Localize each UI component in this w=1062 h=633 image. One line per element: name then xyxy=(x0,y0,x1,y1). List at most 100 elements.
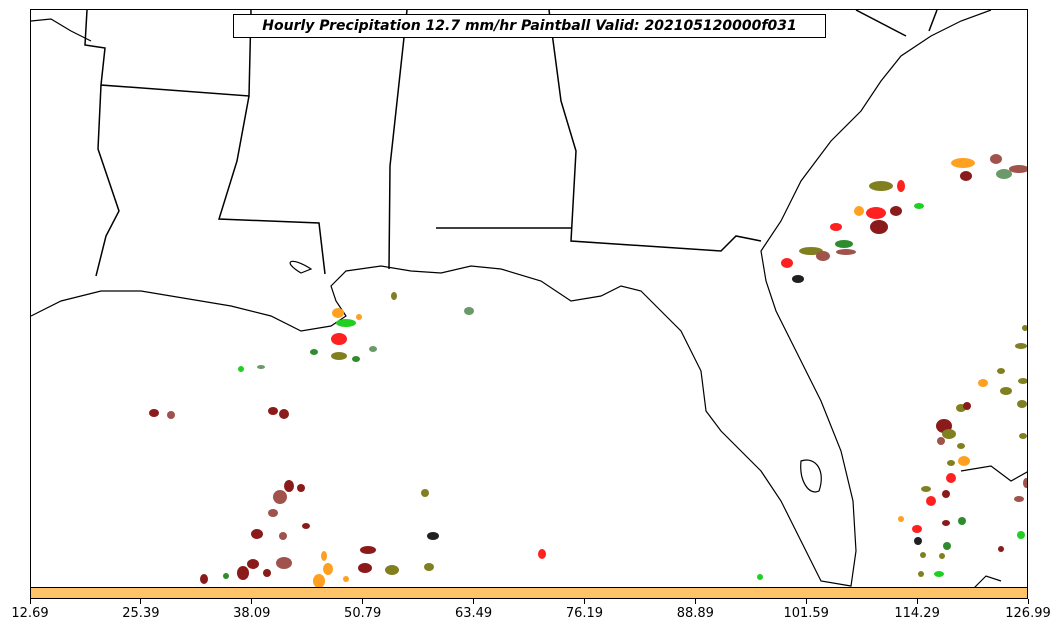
colorbar-tick-label: 126.99 xyxy=(1005,606,1051,621)
paintball-blob xyxy=(1015,343,1027,349)
paintball-blob xyxy=(854,206,864,216)
paintball-blob xyxy=(781,258,793,268)
paintball-blob xyxy=(538,549,546,559)
paintball-blob xyxy=(321,551,327,561)
colorbar-tick-mark xyxy=(583,599,585,604)
paintball-blob xyxy=(279,409,289,419)
paintball-blob xyxy=(836,249,856,255)
paintball-blob xyxy=(257,365,265,369)
paintball-blob xyxy=(360,546,376,554)
map-canvas xyxy=(31,10,1027,592)
paintball-blob xyxy=(816,251,830,261)
paintball-blob xyxy=(1017,400,1027,408)
colorbar-tick-mark xyxy=(473,599,475,604)
paintball-blob xyxy=(247,559,259,569)
colorbar-tick-label: 25.39 xyxy=(122,606,160,621)
paintball-blob xyxy=(336,319,356,327)
paintball-blob xyxy=(273,490,287,504)
bahamas-islands xyxy=(960,465,1027,482)
paintball-blob xyxy=(268,407,278,415)
paintball-blob xyxy=(279,532,287,540)
paintball-blob xyxy=(957,443,965,449)
colorbar-tick-label: 12.69 xyxy=(11,606,49,621)
paintball-blob xyxy=(1022,325,1027,331)
colorbar-tick-label: 63.49 xyxy=(454,606,493,621)
state-line-alabama-georgia xyxy=(548,10,762,252)
paintball-blob xyxy=(958,456,970,466)
paintball-blob xyxy=(835,240,853,248)
paintball-blob xyxy=(897,180,905,192)
colorbar-tick-mark xyxy=(805,599,807,604)
lake-pontchartrain xyxy=(289,260,313,274)
paintball-blob xyxy=(1018,378,1027,384)
paintball-blob xyxy=(276,557,292,569)
cuba-coast xyxy=(970,575,1002,592)
coastline-main xyxy=(31,10,992,587)
paintball-blob xyxy=(890,206,902,216)
paintball-blob xyxy=(799,247,823,255)
paintball-blob xyxy=(918,571,924,577)
paintball-blob xyxy=(464,307,474,315)
paintball-blob xyxy=(263,569,271,577)
paintball-blob xyxy=(427,532,439,540)
paintball-blob xyxy=(943,542,951,550)
paintball-blob xyxy=(963,402,971,410)
paintball-blob xyxy=(1000,387,1012,395)
paintball-blob xyxy=(1019,433,1027,439)
paintball-blob xyxy=(914,537,922,545)
paintball-blob xyxy=(369,346,377,352)
paintball-blob xyxy=(331,333,347,345)
paintball-blob xyxy=(323,563,333,575)
paintball-blob xyxy=(238,366,244,372)
colorbar xyxy=(30,587,1028,599)
colorbar-tick-label: 88.89 xyxy=(676,606,714,621)
paintball-blob xyxy=(297,484,305,492)
paintball-blob xyxy=(998,546,1004,552)
paintball-blob xyxy=(358,563,372,573)
colorbar-tick-mark xyxy=(251,599,253,604)
paintball-blob xyxy=(421,489,429,497)
colorbar-tick-mark xyxy=(1027,599,1029,604)
paintball-blob xyxy=(942,490,950,498)
paintball-blob xyxy=(990,154,1002,164)
paintball-blob xyxy=(284,480,294,492)
colorbar-tick-label: 101.59 xyxy=(783,606,829,621)
colorbar-tick-label: 38.09 xyxy=(233,606,271,621)
paintball-blob xyxy=(391,292,397,300)
state-line-nc xyxy=(928,10,938,32)
coastline-north xyxy=(31,18,92,42)
paintball-blob xyxy=(1014,496,1024,502)
map-panel xyxy=(30,9,1028,599)
paintball-blob xyxy=(951,158,975,168)
paintball-blob xyxy=(385,565,399,575)
paintball-blob xyxy=(1017,531,1025,539)
paintball-blob xyxy=(921,486,931,492)
paintball-blob xyxy=(934,571,944,577)
paintball-blob xyxy=(914,203,924,209)
coastline xyxy=(31,10,1027,592)
paintball-blobs xyxy=(149,154,1027,588)
paintball-blob xyxy=(1023,478,1027,488)
colorbar-tick-mark xyxy=(29,599,31,604)
paintball-blob xyxy=(352,356,360,362)
colorbar-tick-mark xyxy=(916,599,918,604)
colorbar-tick-mark xyxy=(694,599,696,604)
paintball-blob xyxy=(996,169,1012,179)
paintball-blob xyxy=(960,171,972,181)
paintball-blob xyxy=(343,576,349,582)
state-boundaries xyxy=(84,10,938,277)
paintball-blob xyxy=(792,275,804,283)
paintball-blob xyxy=(978,379,988,387)
paintball-blob xyxy=(869,181,893,191)
paintball-blob xyxy=(997,368,1005,374)
paintball-blob xyxy=(251,529,263,539)
colorbar-tick-mark xyxy=(140,599,142,604)
paintball-blob xyxy=(920,552,926,558)
paintball-blob xyxy=(757,574,763,580)
lake-okeechobee xyxy=(800,459,822,493)
paintball-blob xyxy=(942,520,950,526)
state-line-arkansas xyxy=(84,10,252,97)
paintball-blob xyxy=(942,429,956,439)
state-line-texas-louisiana xyxy=(95,84,120,277)
paintball-blob xyxy=(926,496,936,506)
